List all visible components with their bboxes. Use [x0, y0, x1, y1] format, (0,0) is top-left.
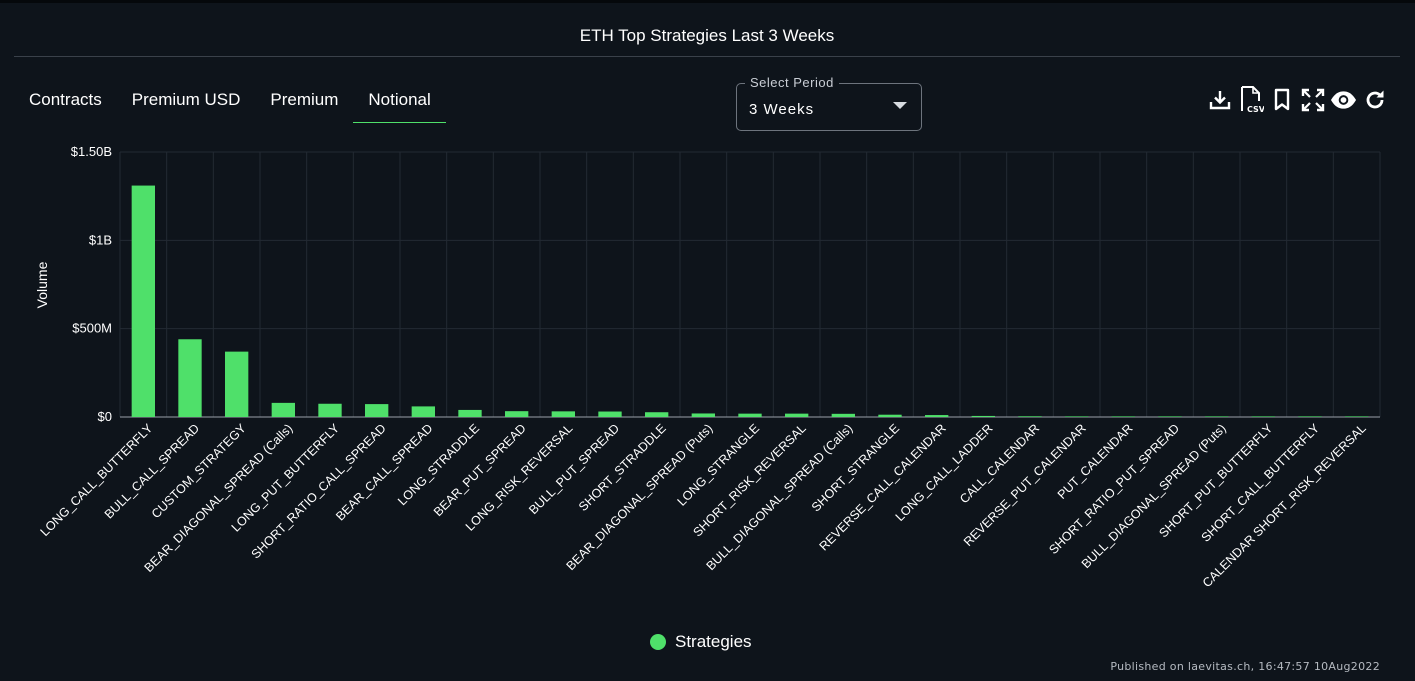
x-tick-label: BEAR_PUT_SPREAD — [431, 421, 529, 519]
bar[interactable] — [271, 402, 295, 417]
tab-premium-usd[interactable]: Premium USD — [131, 90, 241, 109]
chart-title: ETH Top Strategies Last 3 Weeks — [579, 26, 835, 45]
bar[interactable] — [458, 409, 482, 417]
bar[interactable] — [598, 411, 622, 417]
bar[interactable] — [831, 413, 855, 417]
bar[interactable] — [971, 415, 995, 417]
bar[interactable] — [1251, 416, 1275, 417]
bar[interactable] — [691, 413, 715, 417]
bar[interactable] — [131, 185, 155, 417]
tab-notional[interactable]: Notional — [353, 86, 446, 123]
bar[interactable] — [785, 413, 809, 417]
bookmark-icon[interactable] — [1268, 86, 1295, 114]
legend-label: Strategies — [675, 632, 752, 651]
x-tick-label: CALL_CALENDAR — [957, 421, 1042, 506]
top-border — [0, 0, 1415, 3]
bar[interactable] — [1018, 416, 1042, 417]
x-tick-label: LONG_STRADDLE — [395, 421, 482, 508]
eye-icon[interactable] — [1330, 86, 1357, 114]
chart-toolbar: CSV — [1206, 86, 1388, 114]
bar[interactable] — [318, 403, 342, 417]
x-tick-label: LONG_STRANGLE — [675, 421, 763, 509]
x-tick-label: BULL_PUT_SPREAD — [526, 421, 622, 517]
x-tick-label: CUSTOM_STRATEGY — [149, 421, 249, 521]
chart-bars — [131, 185, 1369, 417]
chart-legend[interactable]: Strategies — [650, 632, 752, 652]
period-select-value: 3 Weeks — [749, 101, 815, 118]
x-tick-label: CALENDAR SHORT_RISK_REVERSAL — [1200, 421, 1369, 590]
metric-tabs: Contracts Premium USD Premium Notional — [14, 86, 446, 124]
y-tick-label: $1B — [89, 232, 112, 247]
bar[interactable] — [878, 414, 902, 417]
y-axis: $0 $500M $1B $1.50B — [71, 144, 112, 424]
y-tick-label: $500M — [72, 321, 112, 336]
bar[interactable] — [1298, 416, 1322, 417]
csv-icon[interactable]: CSV — [1237, 86, 1264, 114]
x-tick-label: BULL_CALL_SPREAD — [102, 421, 202, 521]
x-tick-label: SHORT_STRANGLE — [809, 421, 902, 514]
download-icon[interactable] — [1206, 86, 1233, 114]
bar[interactable] — [1065, 416, 1089, 417]
bar[interactable] — [178, 339, 202, 417]
bar[interactable] — [738, 413, 762, 417]
period-select[interactable]: Select Period 3 Weeks — [736, 75, 922, 131]
bar[interactable] — [551, 411, 575, 417]
bar[interactable] — [1111, 416, 1135, 417]
bar[interactable] — [1158, 416, 1182, 417]
y-tick-label: $0 — [98, 409, 112, 424]
bar[interactable] — [225, 351, 249, 417]
y-axis-label: Volume — [34, 261, 50, 308]
fullscreen-icon[interactable] — [1299, 86, 1326, 114]
bar-chart: $0 $500M $1B $1.50B LONG_CALL_BUTTERFLYBULL… — [34, 144, 1381, 590]
tab-premium[interactable]: Premium — [270, 90, 339, 109]
bar[interactable] — [365, 404, 389, 417]
tab-contracts[interactable]: Contracts — [29, 90, 102, 109]
bar[interactable] — [1205, 416, 1229, 417]
published-note: Published on laevitas.ch, 16:47:57 10Aug… — [1110, 660, 1380, 673]
csv-icon-text: CSV — [1247, 105, 1264, 114]
y-tick-label: $1.50B — [71, 144, 112, 159]
period-select-label: Select Period — [745, 75, 839, 90]
bar[interactable] — [1345, 416, 1369, 417]
chart-grid — [119, 151, 1381, 418]
bar[interactable] — [925, 415, 949, 417]
bar[interactable] — [505, 411, 529, 417]
caret-down-icon — [893, 102, 907, 109]
bar[interactable] — [645, 412, 669, 417]
bar[interactable] — [411, 406, 435, 417]
refresh-icon[interactable] — [1361, 86, 1388, 114]
x-axis: LONG_CALL_BUTTERFLYBULL_CALL_SPREADCUSTO… — [38, 421, 1369, 590]
title-divider — [14, 56, 1400, 57]
x-tick-label: SHORT_STRADDLE — [576, 421, 669, 514]
legend-marker — [650, 634, 666, 650]
